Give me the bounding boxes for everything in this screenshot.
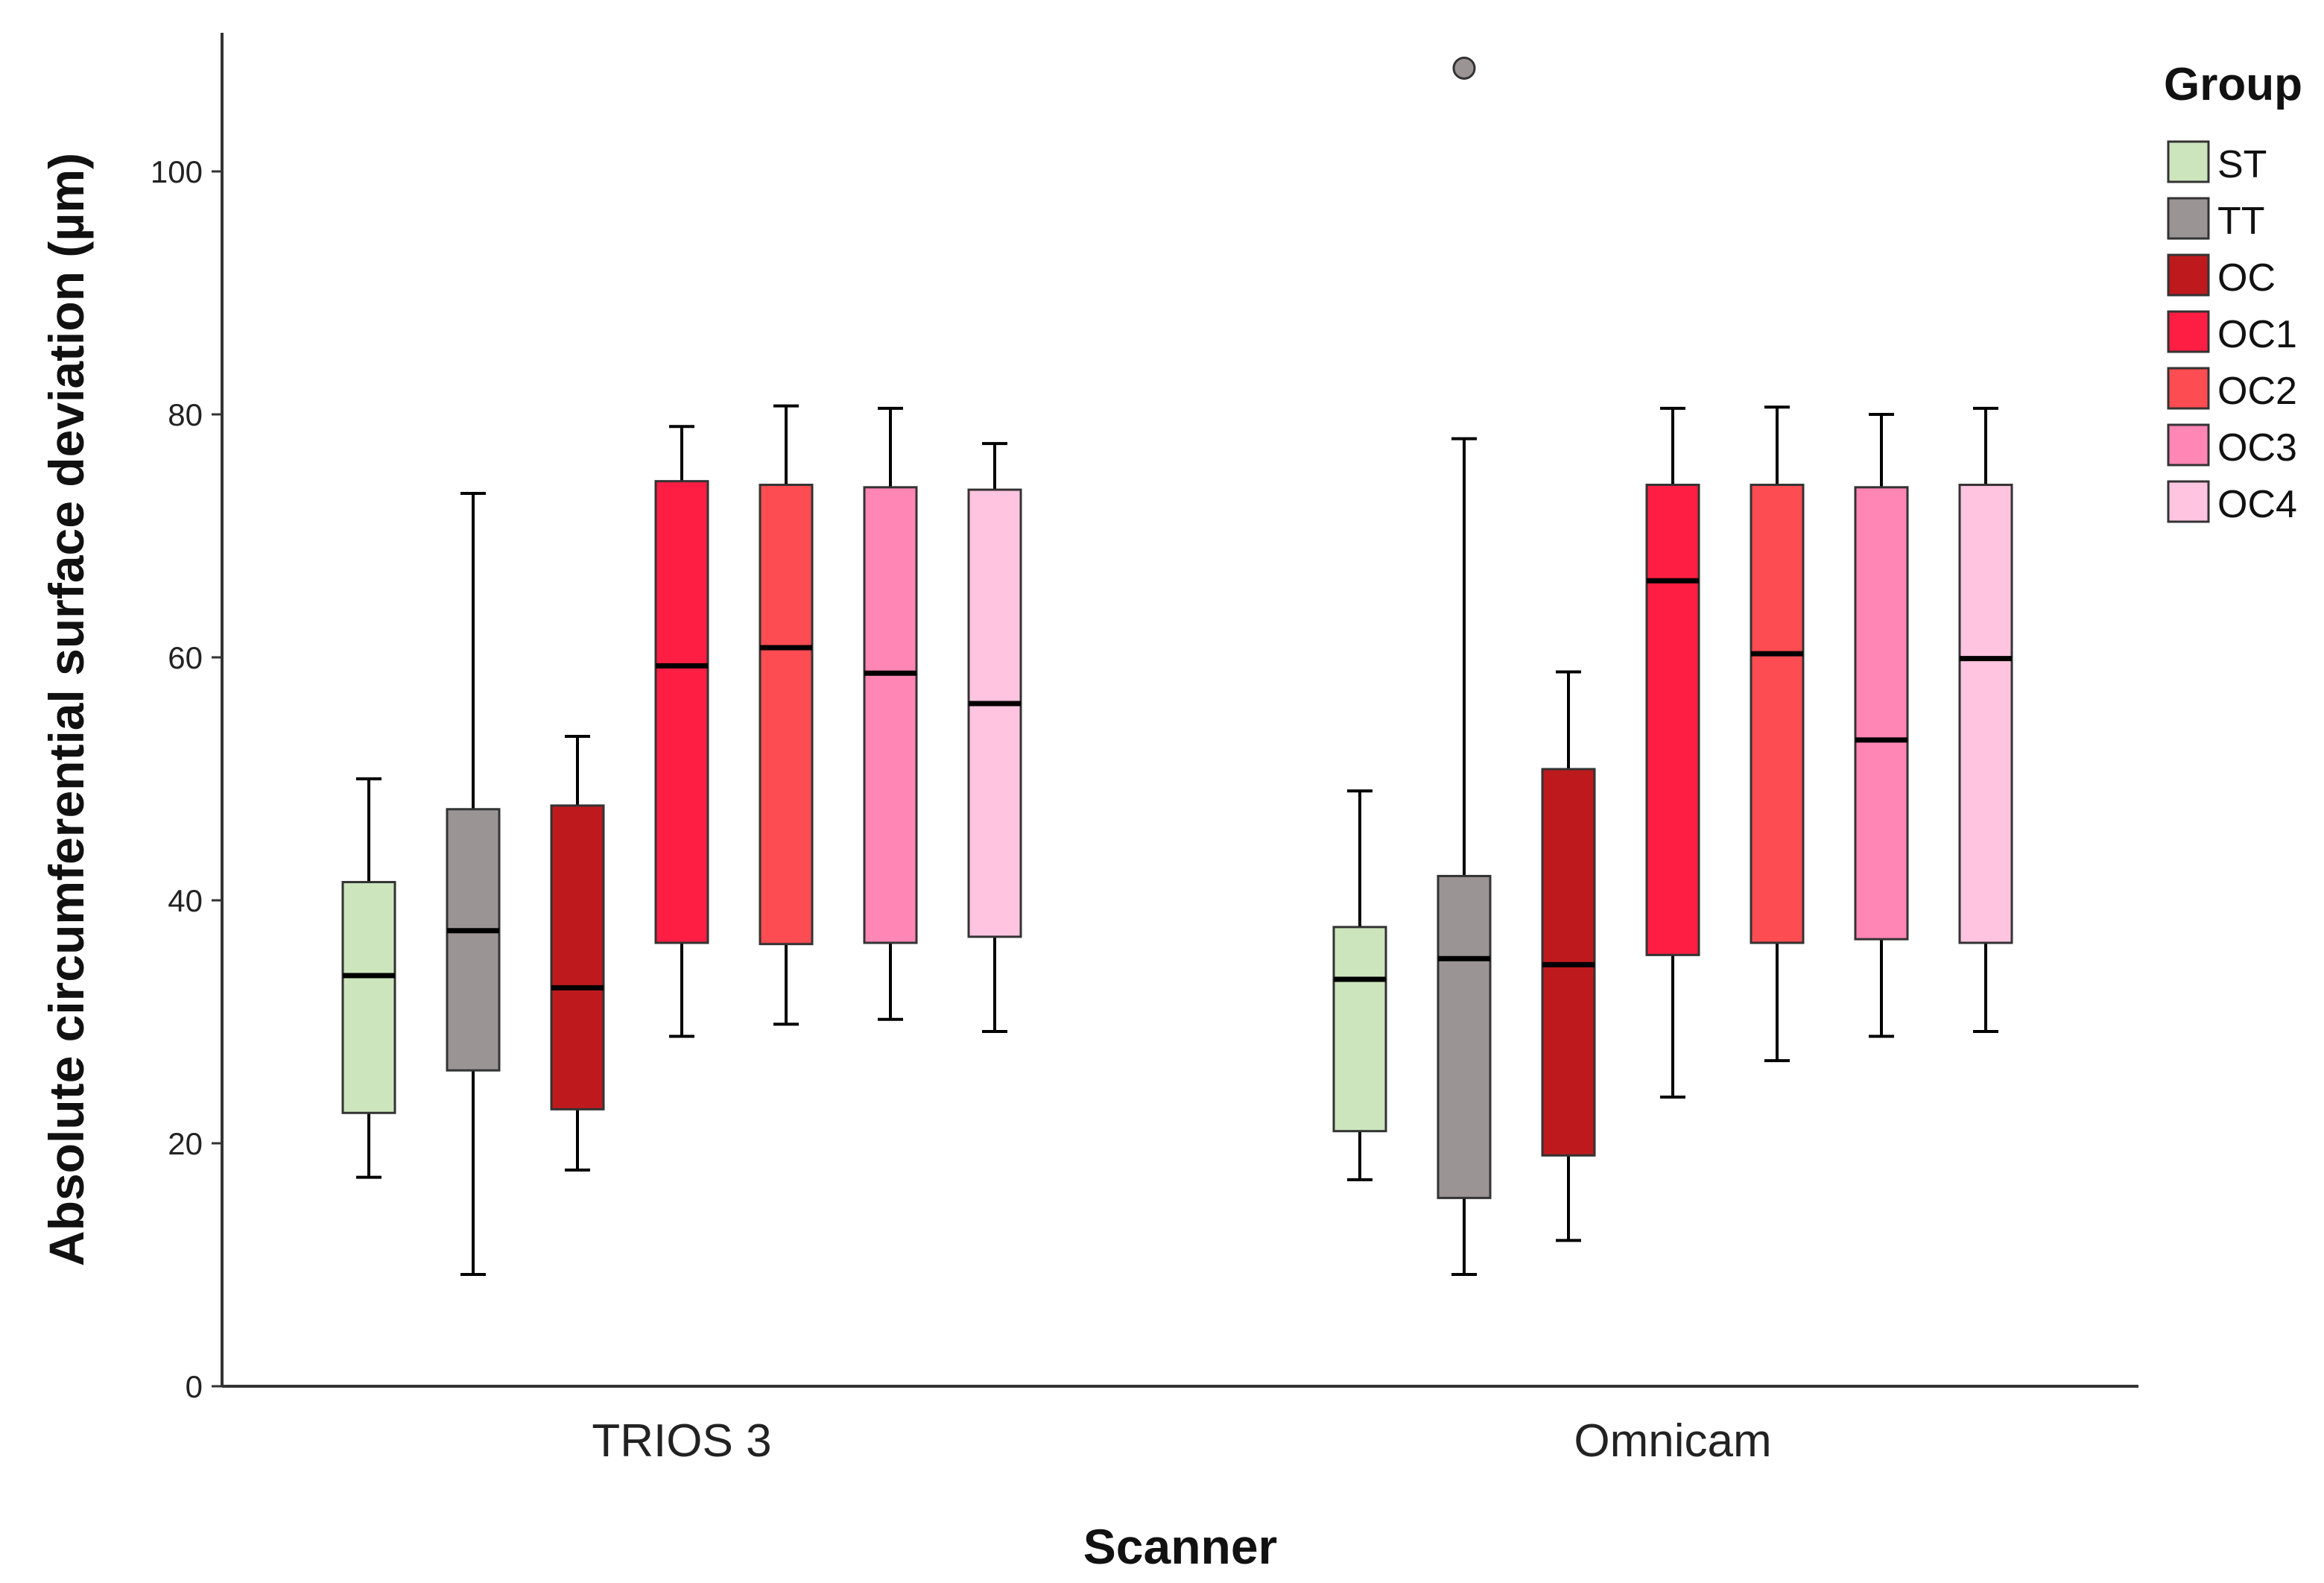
box-ST-TRIOS-3 xyxy=(341,777,396,1179)
x-category-label: TRIOS 3 xyxy=(592,1415,771,1467)
box-iqr xyxy=(1750,484,1805,944)
box-iqr xyxy=(759,484,814,946)
legend-label-OC: OC xyxy=(2217,256,2276,300)
box-OC2-Omnicam xyxy=(1750,405,1805,1063)
legend-label-OC2: OC2 xyxy=(2217,370,2297,413)
boxes-layer xyxy=(341,56,2013,1277)
box-TT-Omnicam xyxy=(1437,56,1492,1277)
y-tick-label: 20 xyxy=(168,1126,203,1161)
box-iqr xyxy=(654,480,709,944)
box-iqr xyxy=(341,881,396,1114)
outlier-point xyxy=(1452,56,1476,80)
legend-swatch-OC xyxy=(2167,253,2210,297)
legend: Group ST TT OC OC1 OC2 OC3 OC4 xyxy=(2164,59,2302,526)
box-iqr xyxy=(1958,484,2013,944)
box-iqr xyxy=(1645,484,1700,956)
y-tick-label: 40 xyxy=(168,883,203,918)
box-OC-Omnicam xyxy=(1541,670,1596,1242)
x-category-label: Omnicam xyxy=(1574,1415,1771,1467)
box-OC4-Omnicam xyxy=(1958,406,2013,1034)
y-tick-label: 100 xyxy=(151,154,203,189)
legend-label-OC4: OC4 xyxy=(2217,483,2297,526)
legend-swatch-OC1 xyxy=(2167,310,2210,353)
legend-title: Group xyxy=(2164,59,2302,110)
box-OC3-TRIOS-3 xyxy=(863,406,918,1021)
box-iqr xyxy=(1854,486,1909,941)
x-axis-title: Scanner xyxy=(1083,1519,1277,1574)
box-iqr xyxy=(550,804,605,1110)
x-categories: TRIOS 3 Omnicam xyxy=(592,1415,1771,1467)
y-tick-label: 60 xyxy=(168,640,203,675)
y-ticks: 0 20 40 60 80 100 xyxy=(151,154,222,1404)
box-OC1-Omnicam xyxy=(1645,406,1700,1099)
legend-swatch-OC3 xyxy=(2167,423,2210,467)
legend-swatch-OC2 xyxy=(2167,367,2210,410)
y-axis-title: Absolute circumferential surface deviati… xyxy=(39,153,94,1266)
box-iqr xyxy=(446,808,501,1072)
legend-swatch-OC4 xyxy=(2167,480,2210,523)
legend-swatch-ST xyxy=(2167,140,2210,183)
y-tick-label: 80 xyxy=(168,397,203,432)
y-tick-label: 0 xyxy=(186,1369,203,1404)
legend-label-OC3: OC3 xyxy=(2217,426,2297,470)
box-OC4-TRIOS-3 xyxy=(967,442,1022,1034)
axes-layer xyxy=(221,33,2138,1388)
legend-label-ST: ST xyxy=(2217,143,2267,186)
box-OC2-TRIOS-3 xyxy=(759,404,814,1026)
box-iqr xyxy=(863,486,918,944)
box-OC1-TRIOS-3 xyxy=(654,425,709,1038)
legend-label-TT: TT xyxy=(2217,200,2265,243)
legend-label-OC1: OC1 xyxy=(2217,313,2297,356)
box-ST-Omnicam xyxy=(1332,789,1387,1181)
box-TT-TRIOS-3 xyxy=(446,491,501,1277)
box-iqr xyxy=(1332,926,1387,1133)
box-OC-TRIOS-3 xyxy=(550,734,605,1172)
legend-swatch-TT xyxy=(2167,197,2210,240)
box-OC3-Omnicam xyxy=(1854,413,1909,1038)
box-iqr xyxy=(1437,874,1492,1199)
box-iqr xyxy=(967,488,1022,938)
